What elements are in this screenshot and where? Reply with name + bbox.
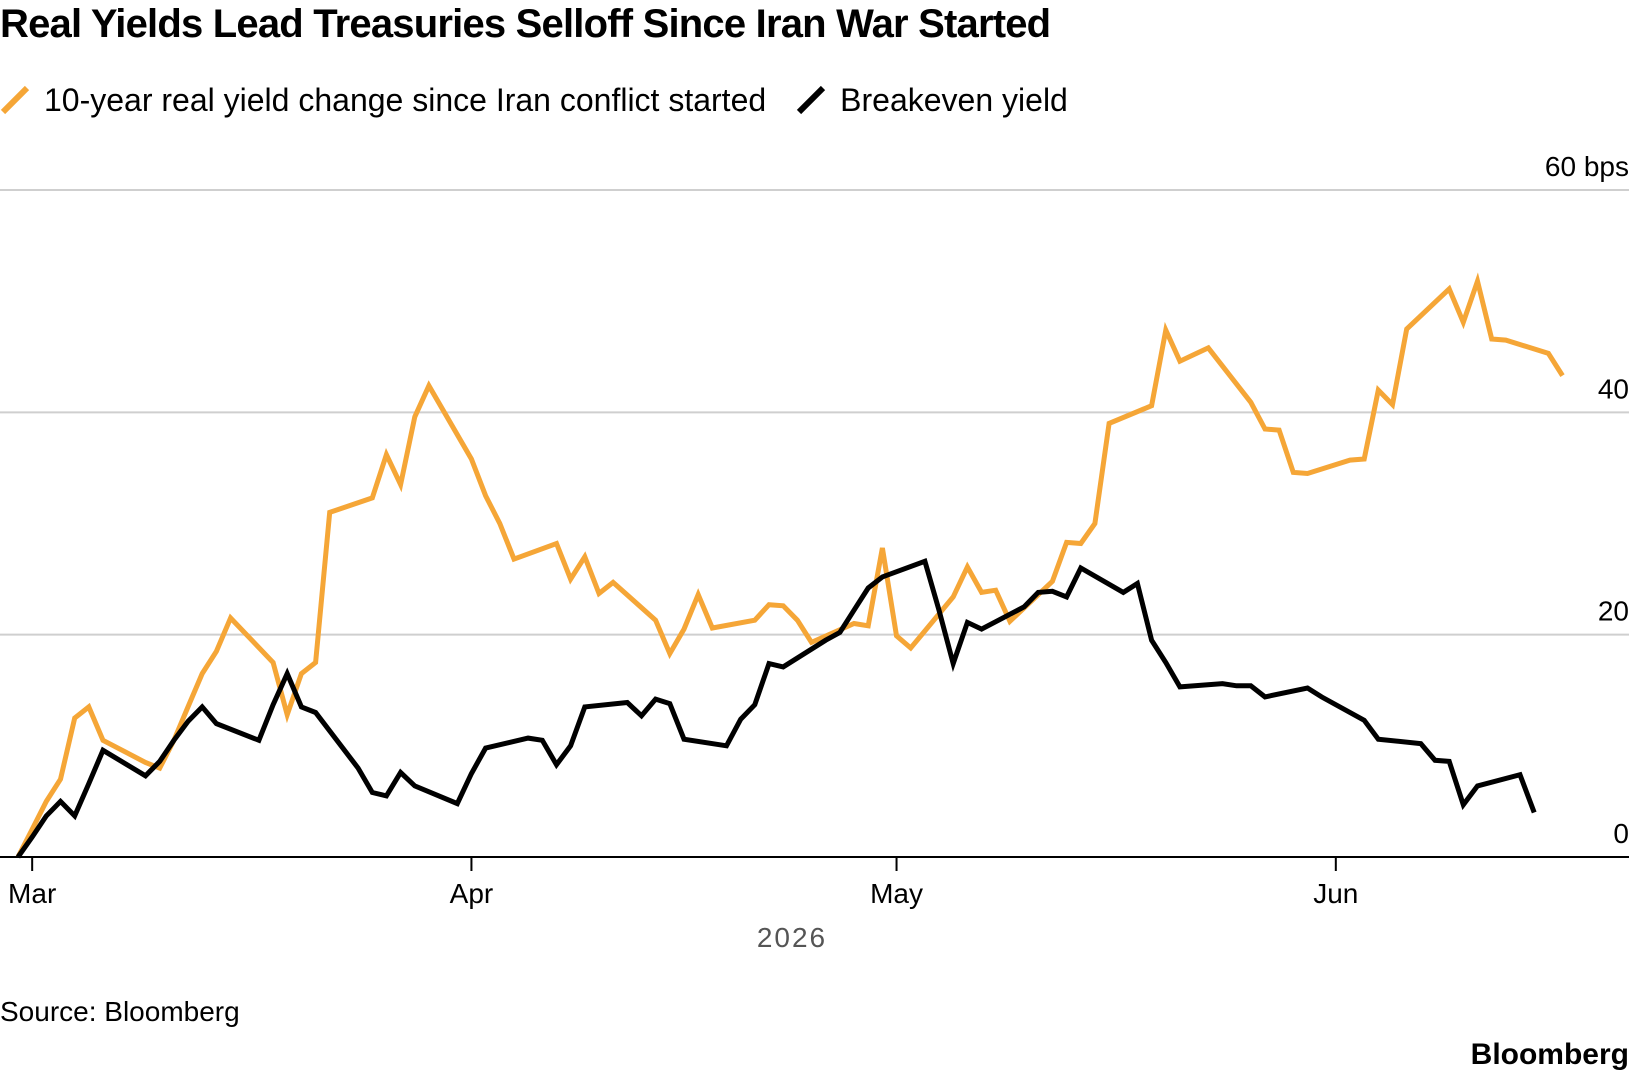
series-line-0 [15, 272, 1565, 859]
legend-item-breakeven: Breakeven yield [796, 82, 1068, 119]
y-tick-label-20: 20 [1598, 596, 1629, 627]
y-tick-label-60: 60 bps [1545, 151, 1629, 182]
gridlines [0, 189, 1629, 636]
legend-label-breakeven: Breakeven yield [840, 81, 1068, 118]
x-tick-label-jun: Jun [1313, 878, 1358, 909]
legend-item-real-yield: 10-year real yield change since Iran con… [0, 82, 766, 119]
x-tick-label-may: May [870, 878, 923, 909]
x-tick-label-apr: Apr [450, 878, 494, 909]
chart-title: Real Yields Lead Treasuries Selloff Sinc… [0, 2, 1051, 46]
x-axis: Mar Apr May Jun 2026 [0, 856, 1629, 953]
legend-swatch-breakeven [796, 85, 826, 115]
legend-label-real-yield: 10-year real yield change since Iran con… [44, 81, 767, 118]
line-chart: Mar Apr May Jun 2026 0 20 40 60 bps [0, 151, 1629, 953]
y-axis-labels: 0 20 40 60 bps [1545, 151, 1629, 849]
y-tick-label-40: 40 [1598, 373, 1629, 404]
y-tick-label-0: 0 [1613, 818, 1629, 849]
bloomberg-logo: Bloomberg [1470, 1038, 1629, 1071]
x-year-label: 2026 [757, 922, 827, 953]
legend-swatch-real-yield [0, 85, 30, 115]
series-lines [15, 272, 1565, 859]
source-note: Source: Bloomberg [0, 996, 240, 1027]
x-tick-label-mar: Mar [8, 878, 56, 909]
legend: 10-year real yield change since Iran con… [0, 78, 1098, 122]
series-line-1 [15, 558, 1537, 859]
